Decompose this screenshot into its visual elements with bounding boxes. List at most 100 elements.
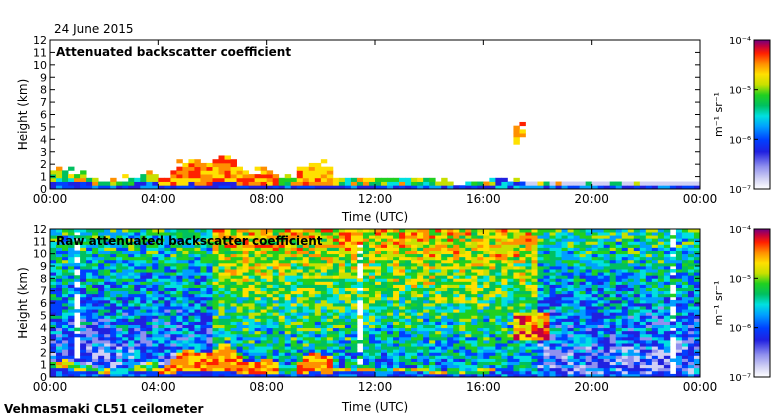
heatmap-cell [609,241,617,245]
heatmap-cell [62,238,69,242]
heatmap-cell [507,247,514,251]
heatmap-cell [206,174,213,179]
heatmap-cell [116,358,123,362]
heatmap-cell [116,361,123,366]
heatmap-cell [284,247,292,251]
heatmap-cell [302,367,310,372]
heatmap-cell [266,312,274,316]
heatmap-cell [483,241,490,245]
heatmap-cell [381,284,388,288]
heatmap-cell [350,235,358,239]
heatmap-cell [561,318,568,322]
heatmap-cell [561,229,568,233]
heatmap-cell [302,321,310,325]
heatmap-cell [284,235,292,239]
heatmap-cell [603,327,611,332]
heatmap-cell [266,358,274,362]
heatmap-cell [477,290,484,295]
heatmap-cell [68,181,75,186]
heatmap-cell [98,284,105,288]
heatmap-cell [164,293,171,298]
heatmap-cell [254,349,262,353]
heatmap-cell [519,352,526,356]
heatmap-cell [140,284,147,288]
heatmap-cell [320,373,328,378]
heatmap-cell [519,272,526,276]
heatmap-cell [254,290,262,295]
heatmap-cell [248,327,256,332]
heatmap-cell [272,352,280,356]
heatmap-cell [332,299,340,304]
heatmap-cell [56,309,63,313]
heatmap-cell [381,299,388,304]
heatmap-cell [290,272,298,276]
heatmap-cell [62,278,69,282]
heatmap-cell [224,333,231,338]
heatmap-cell [314,166,322,171]
heatmap-cell [104,340,111,344]
heatmap-cell [284,361,292,366]
heatmap-cell [146,340,153,344]
heatmap-cell [218,166,225,171]
heatmap-cell [68,296,75,301]
heatmap-cell [116,346,123,350]
heatmap-cell [122,303,129,307]
heatmap-cell [615,324,623,329]
heatmap-cell [158,340,165,344]
heatmap-cell [549,346,556,350]
heatmap-cell [242,232,250,236]
heatmap-cell [170,318,177,322]
heatmap-cell [206,253,213,258]
heatmap-cell [158,346,165,350]
heatmap-cell [453,303,460,307]
heatmap-cell [116,312,123,316]
heatmap-cell [603,275,611,279]
heatmap-cell [573,367,581,372]
heatmap-cell [513,129,520,134]
heatmap-cell [585,333,593,338]
heatmap-cell [555,281,562,285]
heatmap-cell [326,275,334,279]
heatmap-cell [561,306,568,310]
heatmap-cell [573,266,581,270]
heatmap-cell [375,312,382,316]
heatmap-cell [513,358,520,362]
heatmap-cell [104,327,111,332]
heatmap-cell [411,296,418,301]
heatmap-cell [116,238,123,242]
heatmap-cell [278,266,286,270]
heatmap-cell [308,367,316,372]
heatmap-cell [513,275,520,279]
heatmap-cell [284,327,292,332]
heatmap-cell [567,349,575,353]
heatmap-cell [519,241,526,245]
heatmap-cell [399,290,406,295]
heatmap-cell [344,333,352,338]
heatmap-cell [152,241,159,245]
heatmap-cell [128,253,135,258]
heatmap-cell [453,367,460,372]
heatmap-cell [62,275,69,279]
heatmap-cell [254,259,262,264]
heatmap-cell [284,336,292,341]
heatmap-cell [579,336,587,341]
heatmap-cell [435,336,442,341]
heatmap-cell [495,306,502,310]
heatmap-cell [495,330,502,335]
heatmap-cell [152,278,159,282]
heatmap-cell [603,250,611,255]
heatmap-cell [260,278,268,282]
heatmap-cell [585,281,593,285]
heatmap-cell [200,278,207,282]
heatmap-cell [435,247,442,251]
heatmap-cell [332,247,340,251]
heatmap-cell [146,235,153,239]
heatmap-cell [573,253,581,258]
heatmap-cell [152,340,159,344]
heatmap-cell [525,235,532,239]
heatmap-cell [164,259,171,264]
heatmap-cell [543,324,550,329]
heatmap-cell [326,232,334,236]
heatmap-cell [134,269,141,273]
heatmap-cell [206,296,213,301]
